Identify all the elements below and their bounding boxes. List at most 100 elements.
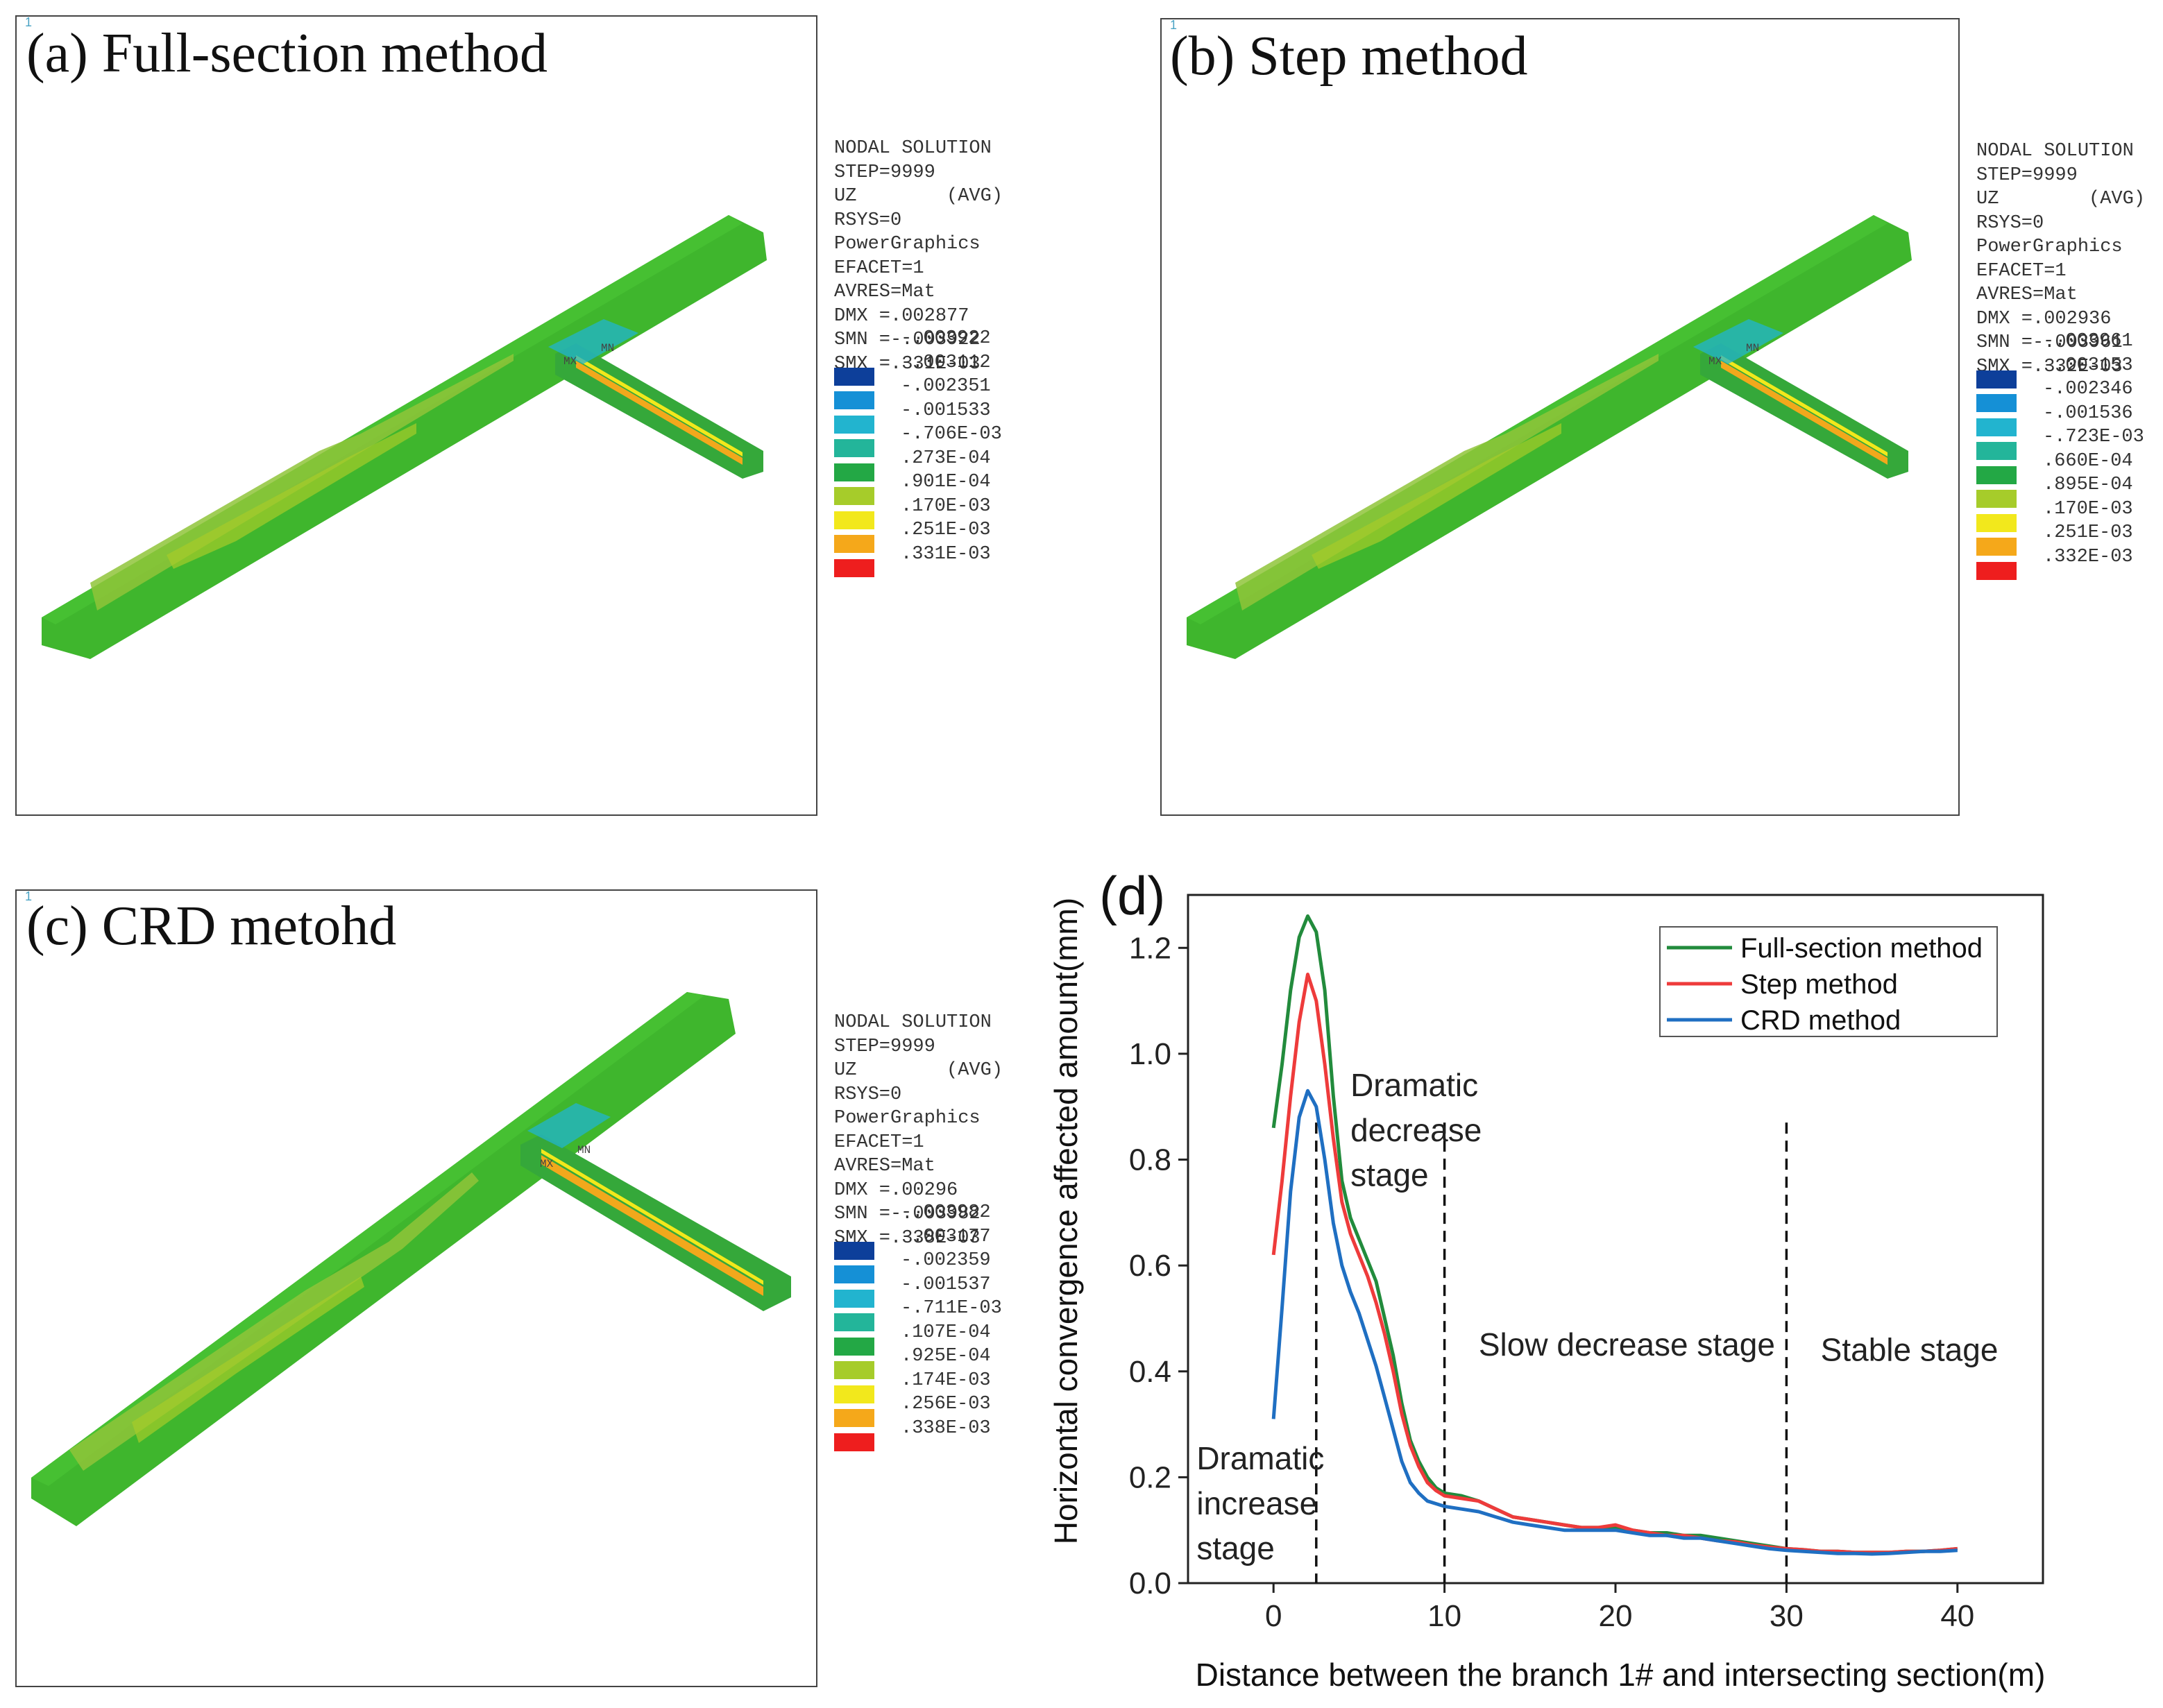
legend-line: UZ (AVG): [834, 186, 1003, 207]
y-tick-label: 1.2: [1129, 931, 1171, 965]
legend-line: STEP=9999: [834, 162, 935, 183]
scale-value: -.723E-03: [2043, 427, 2144, 447]
stage-annotation: increase: [1196, 1485, 1317, 1521]
color-swatch: [834, 535, 874, 553]
branch-tunnel-stripe-2: [576, 355, 743, 456]
legend-line: RSYS=0: [834, 1084, 902, 1105]
scale-value: .901E-04: [901, 472, 991, 493]
stage-annotation: decrease: [1350, 1112, 1482, 1148]
panel-c-tunnel-model: MX MN: [31, 992, 791, 1526]
branch-tunnel-stripe-2: [541, 1149, 763, 1285]
x-tick-label: 20: [1599, 1599, 1633, 1633]
scale-value: .273E-04: [901, 447, 991, 469]
color-swatch: [1976, 418, 2017, 436]
color-swatch: [834, 1385, 874, 1403]
scale-value: -.002351: [901, 376, 991, 397]
legend-label: Full-section method: [1740, 933, 1983, 964]
scale-value: .331E-03: [901, 543, 991, 565]
branch-tunnel-stripe: [1721, 361, 1888, 465]
legend-line: PowerGraphics: [1976, 237, 2123, 257]
panel-b-title: (b) Step method: [1170, 26, 1528, 87]
scale-value: .174E-03: [901, 1369, 991, 1391]
intersection-cyan: [1693, 319, 1783, 364]
legend-line: RSYS=0: [834, 210, 902, 231]
color-swatch: [834, 1409, 874, 1427]
color-swatch: [1976, 442, 2017, 460]
color-swatch: [1976, 538, 2017, 556]
color-swatch: [834, 1337, 874, 1356]
y-tick-label: 1.0: [1129, 1037, 1171, 1071]
stage-annotation: Stable stage: [1821, 1332, 1999, 1368]
x-tick-label: 40: [1940, 1599, 1974, 1633]
color-swatch: [1976, 561, 2017, 580]
legend-line: UZ (AVG): [1976, 189, 2146, 210]
color-swatch: [834, 439, 874, 457]
panel-b-tunnel-model: MX MN: [1187, 215, 1912, 659]
legend-line: PowerGraphics: [834, 1108, 981, 1129]
mx-marker: MX: [563, 355, 577, 368]
stage-annotation: stage: [1350, 1157, 1429, 1193]
axes-group: 0 10 20 30 40 0.0 0.2 0.4 0.6 0.8 1.0 1.2: [1129, 894, 2044, 1633]
panel-a-title: (a) Full-section method: [26, 23, 548, 84]
color-swatch: [834, 1289, 874, 1308]
color-swatch: [834, 391, 874, 409]
panel-a-tunnel-model: MX MN: [42, 215, 767, 659]
x-tick-label: 30: [1770, 1599, 1804, 1633]
x-axis-label: Distance between the branch 1# and inter…: [1196, 1657, 2046, 1693]
branch-tunnel-stripe-2: [1721, 355, 1888, 456]
scale-value: -.003112: [901, 352, 991, 373]
scale-value: -.706E-03: [901, 424, 1002, 445]
scale-value: .251E-03: [901, 520, 991, 540]
legend-line: STEP=9999: [1976, 164, 2078, 186]
legend-line: AVRES=Mat: [834, 1156, 935, 1177]
color-swatch: [834, 1265, 874, 1283]
legend-line: DMX =.002877: [834, 305, 969, 327]
y-tick-label: 0.0: [1129, 1566, 1171, 1600]
color-swatch: [834, 1433, 874, 1451]
legend-line: EFACET=1: [834, 257, 924, 279]
legend-line: SMN =-.003982: [834, 1204, 981, 1224]
scale-value: -.003982: [901, 1202, 991, 1223]
y-tick-label: 0.8: [1129, 1143, 1171, 1177]
y-tick-label: 0.2: [1129, 1460, 1171, 1494]
color-swatch: [834, 558, 874, 577]
scale-value: .170E-03: [2043, 498, 2133, 520]
main-tunnel-shading-2: [167, 423, 416, 569]
scale-value: -.003922: [901, 328, 991, 349]
color-swatch: [834, 463, 874, 481]
y-axis-label: Horizontal convergence affected amount(m…: [1048, 898, 1084, 1544]
legend-line: SMN =-.003961: [1976, 332, 2123, 353]
legend-line: DMX =.002936: [1976, 308, 2112, 330]
legend-line: EFACET=1: [834, 1131, 924, 1153]
legend-line: UZ (AVG): [834, 1060, 1003, 1081]
color-swatch: [834, 487, 874, 505]
mn-marker: MN: [577, 1144, 591, 1156]
mx-marker: MX: [1708, 355, 1722, 368]
scale-value: .925E-04: [901, 1346, 991, 1367]
color-swatch: [1976, 370, 2017, 388]
color-swatch: [834, 1361, 874, 1379]
scale-value: -.002359: [901, 1250, 991, 1271]
convergence-line-chart: (d) 0 10 20 30 40 0.0 0.2 0.4 0.6 0.8 1.0 1.2 Drama…: [1048, 865, 2046, 1693]
corner-mark: 1: [25, 15, 33, 29]
legend-line: DMX =.00296: [834, 1179, 958, 1201]
corner-mark: 1: [25, 889, 33, 903]
legend-line: RSYS=0: [1976, 212, 2044, 234]
main-tunnel-shading-2: [1312, 423, 1561, 569]
color-swatch: [834, 1241, 874, 1260]
legend-label: Step method: [1740, 969, 1898, 1000]
scale-value: .332E-03: [2043, 546, 2133, 567]
color-swatch: [834, 367, 874, 386]
stage-annotation: Slow decrease stage: [1479, 1326, 1775, 1363]
panel-c-title: (c) CRD metohd: [26, 896, 397, 957]
legend-line: NODAL SOLUTION: [834, 1012, 992, 1033]
panel-b-legend: NODAL SOLUTION STEP=9999 UZ (AVG) RSYS=0 Pow…: [1976, 92, 2145, 403]
scale-value: -.002346: [2043, 379, 2133, 400]
panel-d-label: (d): [1099, 865, 1165, 926]
stage-annotation: stage: [1196, 1530, 1275, 1566]
mx-marker: MX: [540, 1158, 554, 1170]
series-lines: [1271, 914, 1958, 1556]
color-swatch: [1976, 513, 2017, 532]
legend-line: PowerGraphics: [834, 234, 981, 255]
scale-value: .338E-03: [901, 1417, 991, 1439]
